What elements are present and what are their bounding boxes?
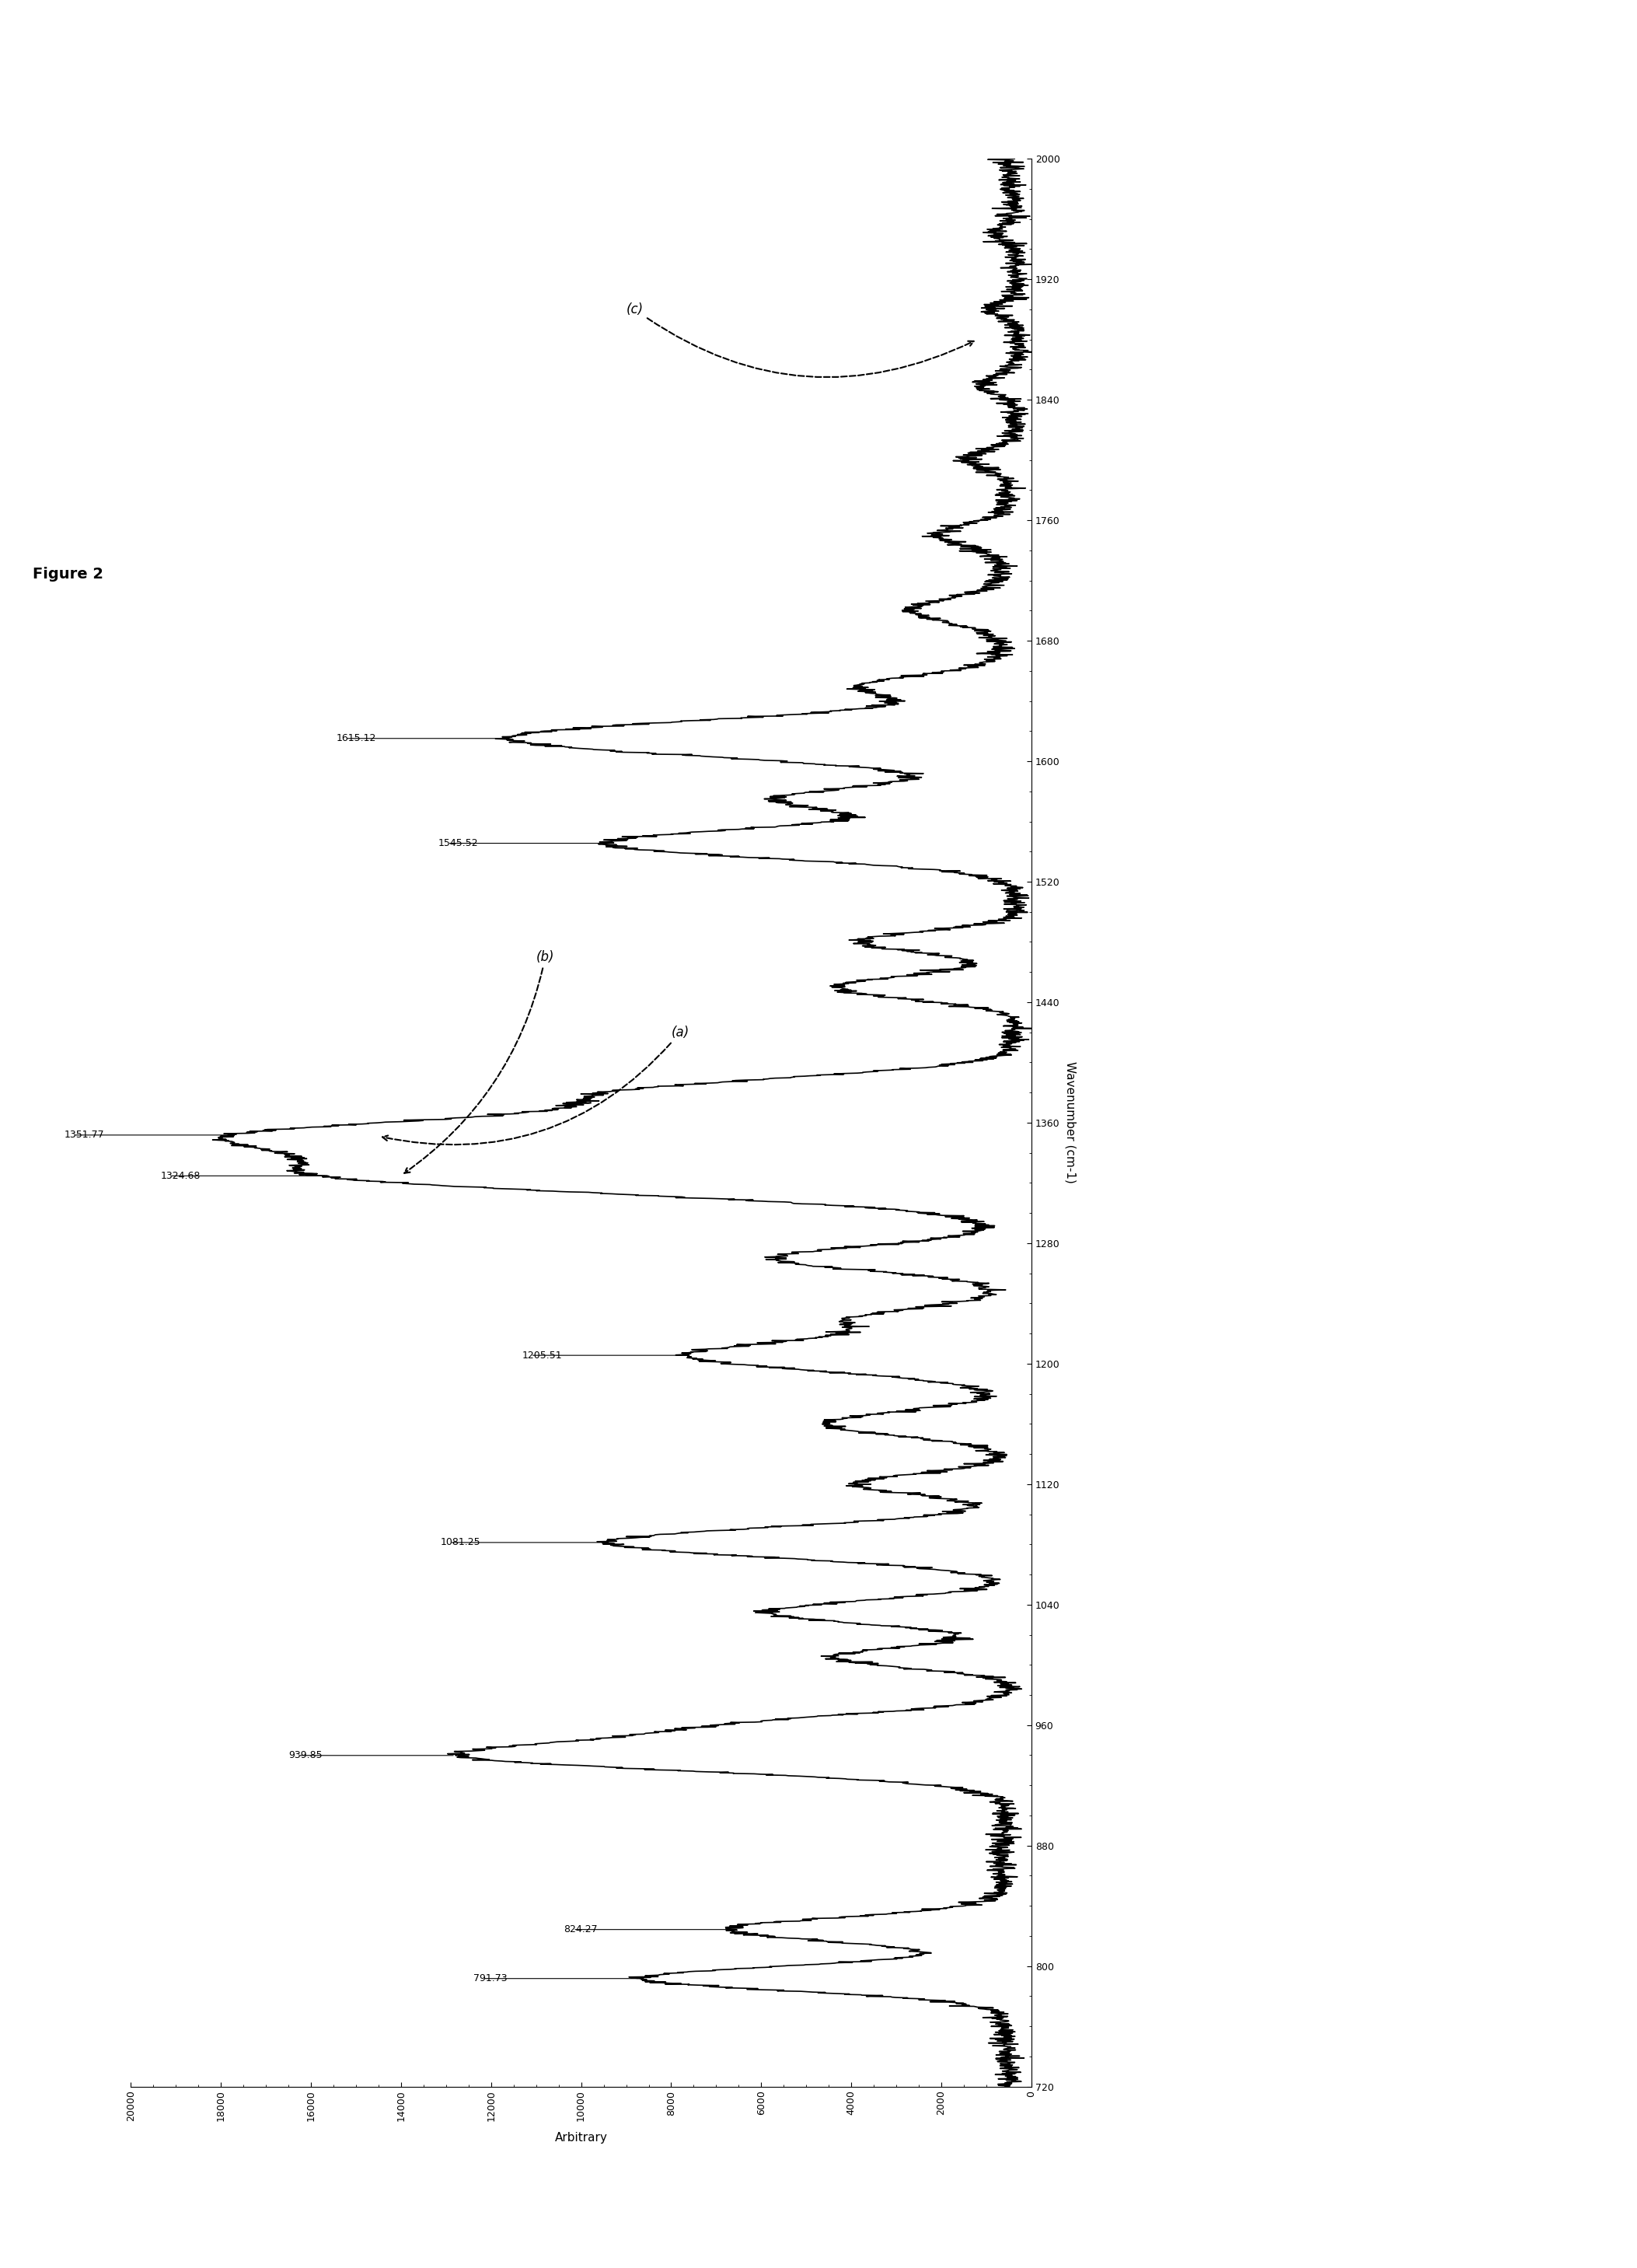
Text: 1545.52: 1545.52 (439, 839, 478, 848)
Y-axis label: Wavenumber (cm-1): Wavenumber (cm-1) (1064, 1061, 1076, 1184)
Text: 1351.77: 1351.77 (64, 1129, 105, 1141)
Text: (a): (a) (383, 1025, 689, 1145)
Text: 1615.12: 1615.12 (336, 733, 377, 744)
Text: 1324.68: 1324.68 (160, 1170, 200, 1182)
Text: 1205.51: 1205.51 (522, 1349, 561, 1361)
Text: 939.85: 939.85 (288, 1751, 322, 1760)
Text: (c): (c) (625, 302, 974, 376)
Text: 791.73: 791.73 (473, 1973, 507, 1984)
X-axis label: Arbitrary: Arbitrary (555, 2132, 607, 2143)
Text: 824.27: 824.27 (565, 1926, 598, 1935)
Text: 1081.25: 1081.25 (440, 1538, 481, 1547)
Text: (b): (b) (404, 950, 555, 1173)
Text: Figure 2: Figure 2 (33, 567, 103, 583)
